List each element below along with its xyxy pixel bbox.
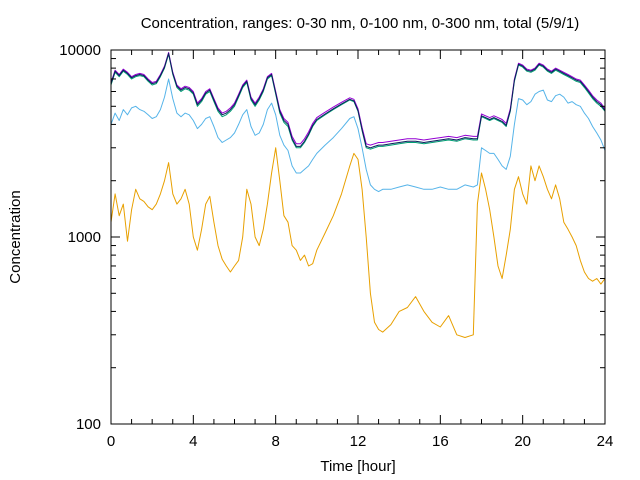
chart-title: Concentration, ranges: 0-30 nm, 0-100 nm…	[141, 15, 580, 32]
y-axis-label: Concentration	[7, 190, 24, 283]
series-line-3	[110, 53, 606, 150]
tick-layer: 0 4 8 12 16 20 24 100 1000 10000	[59, 42, 613, 450]
x-tick-label: 24	[597, 433, 614, 450]
x-tick-label: 12	[350, 433, 367, 450]
x-tick-label: 16	[432, 433, 449, 450]
series-line-1	[110, 147, 606, 338]
y-tick-label: 10000	[59, 42, 101, 59]
series-line-5	[110, 52, 606, 149]
y-tick-label: 1000	[68, 229, 101, 246]
series-layer	[110, 52, 606, 338]
series-line-4	[110, 52, 606, 146]
x-tick-label: 0	[107, 433, 115, 450]
x-tick-label: 8	[271, 433, 279, 450]
x-axis-label: Time [hour]	[320, 458, 395, 475]
series-line-2	[110, 78, 606, 193]
x-tick-label: 4	[189, 433, 197, 450]
y-tick-label: 100	[76, 416, 101, 433]
x-tick-label: 20	[514, 433, 531, 450]
